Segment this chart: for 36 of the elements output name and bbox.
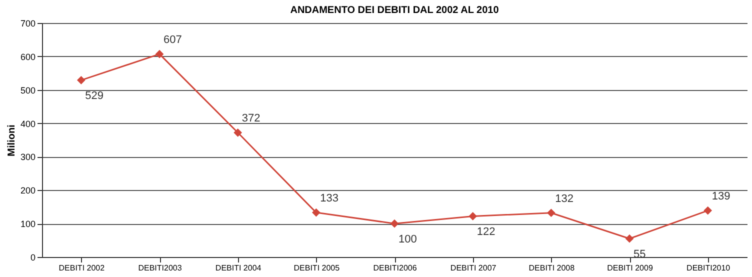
point xyxy=(155,50,164,58)
data-label: 529 xyxy=(85,90,104,102)
x-tick-label: DEBITI2006 xyxy=(373,264,418,272)
data-label: 139 xyxy=(712,190,730,203)
y-tick-label: 500 xyxy=(20,85,36,96)
point xyxy=(312,208,320,217)
y-tick-label: 100 xyxy=(20,219,36,230)
x-tick-label: DEBITI 2005 xyxy=(294,264,340,272)
x-tick-label: DEBITI 2007 xyxy=(450,264,497,272)
point xyxy=(625,234,634,243)
point xyxy=(234,128,242,137)
data-label: 122 xyxy=(476,226,496,238)
data-label: 607 xyxy=(164,34,182,46)
point xyxy=(390,219,399,228)
point xyxy=(76,76,86,84)
y-tick-label: 300 xyxy=(20,152,36,162)
point xyxy=(468,212,478,220)
y-tick-label: 200 xyxy=(20,186,36,196)
data-label: 132 xyxy=(555,192,574,205)
y-tick-label: 0 xyxy=(30,252,36,262)
y-axis-title: Milioni xyxy=(6,124,18,156)
data-label: 100 xyxy=(398,234,417,246)
chart-title: ANDAMENTO DEI DEBITI DAL 2002 AL 2010 xyxy=(290,5,500,16)
x-tick-label: DEBITI2003 xyxy=(138,264,182,272)
point xyxy=(704,206,712,215)
y-tick-label: 700 xyxy=(20,18,36,28)
point xyxy=(546,208,556,218)
x-tick-label: DEBITI 2008 xyxy=(528,264,576,272)
y-tick-label: 400 xyxy=(20,118,36,129)
x-tick-label: DEBITI 2002 xyxy=(58,264,106,272)
x-tick-label: DEBITI 2004 xyxy=(215,264,262,272)
y-tick-label: 600 xyxy=(20,52,36,62)
data-label: 372 xyxy=(242,112,260,125)
x-tick-label: DEBITI2010 xyxy=(686,264,731,272)
x-tick-label: DEBITI 2009 xyxy=(607,264,654,272)
data-label: 133 xyxy=(320,192,339,205)
